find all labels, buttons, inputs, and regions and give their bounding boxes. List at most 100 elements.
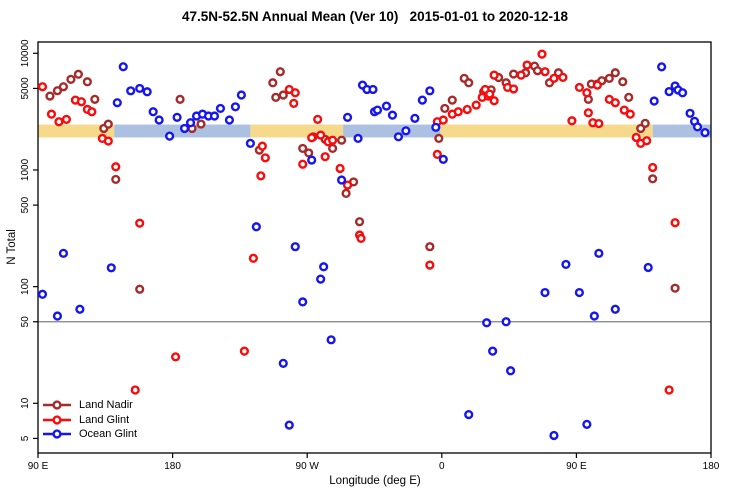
data-point (368, 84, 378, 95)
data-point (58, 248, 69, 258)
data-point (135, 83, 145, 94)
data-point (257, 141, 267, 151)
data-point (111, 174, 121, 185)
data-point (618, 77, 628, 87)
data-point (488, 346, 498, 356)
data-point (58, 82, 69, 92)
data-point (567, 116, 577, 126)
data-point (275, 67, 285, 77)
data-point (381, 101, 392, 111)
data-point (464, 410, 474, 420)
data-point (447, 95, 457, 105)
data-point (664, 86, 674, 97)
data-point (657, 62, 667, 72)
data-point (52, 311, 63, 321)
data-point (425, 86, 435, 96)
data-point (148, 107, 158, 117)
data-point (589, 311, 599, 321)
data-point (260, 153, 270, 163)
data-point (440, 103, 450, 114)
data-point (594, 248, 604, 258)
y-tick-label: 10000 (20, 39, 31, 67)
data-point (106, 263, 116, 273)
data-point (604, 73, 614, 83)
data-point (142, 87, 152, 97)
data-point (489, 70, 499, 80)
data-point (278, 358, 288, 368)
data-point (393, 132, 404, 142)
data-point (354, 217, 365, 227)
data-point (172, 112, 182, 122)
data-point (328, 143, 338, 154)
data-point (425, 260, 435, 270)
data-point (401, 126, 411, 136)
legend-item-ocean-glint: Ocean Glint (42, 427, 137, 442)
data-point (664, 385, 674, 395)
data-point (356, 233, 366, 244)
data-point (625, 109, 635, 119)
data-point (298, 159, 308, 169)
data-point (278, 90, 288, 100)
data-point (87, 107, 97, 117)
data-point (353, 133, 363, 143)
data-point (342, 180, 353, 190)
data-point (289, 98, 299, 108)
data-point (209, 111, 220, 121)
legend-label: Land Nadir (79, 399, 133, 412)
data-point (66, 74, 76, 84)
x-tick-label: 180 (703, 461, 720, 472)
data-point (103, 119, 113, 129)
data-point (582, 419, 592, 429)
data-point (111, 162, 121, 172)
mean-band (250, 124, 344, 138)
data-point (574, 82, 584, 93)
data-point (431, 122, 441, 132)
data-point (643, 262, 653, 273)
data-point (112, 98, 122, 108)
data-point (341, 188, 351, 198)
data-point (73, 69, 83, 79)
data-point (464, 78, 474, 88)
data-point (196, 119, 206, 129)
data-point (434, 133, 444, 143)
x-axis-label: Longitude (deg E) (329, 475, 421, 487)
x-tick-label: 0 (439, 461, 445, 472)
data-point (90, 94, 100, 104)
data-point (290, 88, 300, 98)
data-point (126, 86, 136, 96)
data-point (438, 115, 448, 125)
data-point (76, 97, 86, 107)
legend-label: Ocean Glint (79, 428, 138, 441)
legend: Land Nadir Land Glint Ocean Glint (42, 398, 137, 442)
data-point (37, 82, 48, 92)
data-point (336, 175, 347, 185)
data-point (313, 114, 323, 124)
data-point (624, 92, 634, 102)
data-point (558, 72, 568, 82)
data-point (271, 92, 281, 102)
data-point (540, 67, 550, 77)
data-point (130, 385, 140, 395)
data-point (256, 171, 266, 181)
y-tick-label: 10 (20, 397, 31, 409)
y-tick-label: 100 (20, 278, 31, 295)
data-point (215, 103, 226, 114)
data-point (170, 352, 181, 362)
data-point (642, 136, 652, 146)
data-point (316, 274, 326, 284)
data-point (619, 105, 629, 115)
data-point (649, 96, 659, 106)
x-tick-label: 90 W (296, 461, 320, 472)
data-point (574, 287, 584, 298)
data-point (45, 91, 55, 101)
data-point (185, 118, 196, 128)
data-point (118, 62, 128, 72)
data-point (103, 136, 113, 146)
data-point (268, 78, 278, 88)
data-point (336, 135, 347, 145)
data-point (82, 77, 92, 87)
legend-label: Land Glint (79, 413, 130, 426)
data-point (549, 430, 559, 441)
y-tick-label: 1000 (20, 158, 31, 181)
